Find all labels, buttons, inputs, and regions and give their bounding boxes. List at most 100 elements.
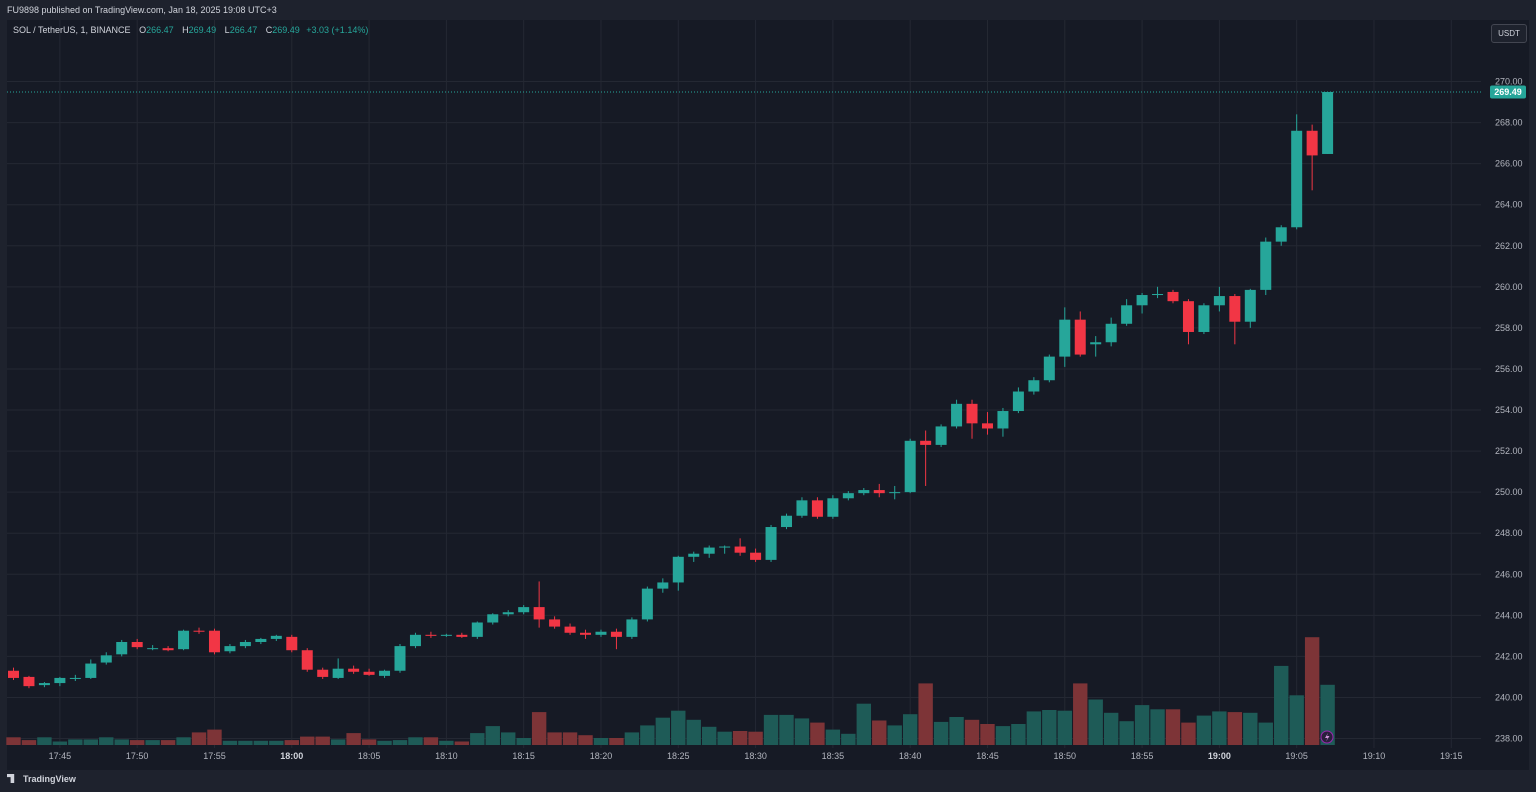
candle-body [1213,296,1225,306]
volume-bar [810,722,825,745]
symbol-label[interactable]: SOL / TetherUS, 1, BINANCE [13,25,131,35]
candle-body [1152,293,1164,296]
candle-body [688,553,700,557]
candle-body [162,648,174,651]
tradingview-logo-icon [7,774,15,783]
volume-bar [1212,711,1227,745]
candle-body [178,630,190,650]
volume-bar [346,733,361,745]
volume-bar [1274,665,1289,745]
grid [7,20,1481,748]
time-axis[interactable]: 17:45 17:50 17:55 18:00 18:05 18:10 18:15 18:20… [49,751,1463,761]
candle-body [1182,301,1194,332]
top-bar [0,0,1536,20]
volume-bar [1150,709,1165,745]
close-key: C [265,25,273,35]
volume-bars [6,637,1335,745]
change-value: +3.03 (+1.14%) [306,25,369,35]
low-value: 266.47 [229,25,258,35]
y-tick-label: 240.00 [1495,692,1523,702]
candle-body [1121,305,1133,324]
volume-bar [995,726,1011,745]
volume-bar [1227,712,1243,745]
volume-bar [37,737,52,745]
tradingview-brand: TradingView [23,774,76,784]
candle-body [580,632,592,635]
volume-bar [902,714,918,745]
candle-body [595,631,607,635]
high-key: H [182,25,189,35]
volume-bar [933,721,949,745]
candle-body [1291,130,1303,228]
x-tick-label: 19:15 [1440,751,1463,761]
volume-bar [562,732,578,745]
candle-body [1198,305,1210,332]
candle-body [69,677,81,679]
candle-body [1043,356,1055,381]
candle-body [765,527,777,560]
candle-body [301,650,313,670]
volume-bar [99,737,114,745]
y-tick-label: 264.00 [1495,200,1523,210]
x-tick-label: 18:15 [512,751,535,761]
volume-bar [1103,712,1119,745]
volume-bar [83,739,98,745]
volume-bar [624,732,640,745]
volume-bar [1088,699,1103,745]
volume-bar [531,712,547,745]
candle-body [966,403,978,424]
candle-body [610,631,622,637]
volume-bar [501,732,516,745]
candle-body [889,492,901,494]
candle-body [997,411,1009,429]
candle-body [471,622,483,637]
high-value: 269.49 [188,25,217,35]
y-tick-label: 266.00 [1495,159,1523,169]
candle-body [1275,227,1287,242]
candle-body [270,635,282,639]
close-value: 269.49 [272,25,300,35]
y-tick-label: 244.00 [1495,610,1523,620]
x-tick-label: 18:00 [280,751,303,761]
candle-body [255,638,267,643]
volume-bar [1134,705,1150,745]
volume-bar [872,720,887,745]
candle-body [827,498,839,517]
candle-body [208,630,220,653]
volume-bar [841,733,856,745]
candle-body [796,500,808,516]
tradingview-logo[interactable]: TradingView [7,774,76,784]
volume-bar [1243,712,1258,745]
volume-bar [191,732,207,745]
volume-bar [980,724,995,745]
price-axis[interactable]: 270.00 268.00 266.00 264.00 262.00 260.00 258.… [1495,77,1523,744]
volume-bar [222,740,238,745]
volume-bar [129,740,145,745]
volume-bar [21,740,37,745]
x-tick-label: 17:50 [126,751,149,761]
chart-pane[interactable] [7,20,1529,770]
low-key: L [224,25,230,35]
candle-body [842,493,854,499]
volume-bar [1304,637,1320,745]
y-tick-label: 246.00 [1495,569,1523,579]
candle-body [116,642,128,655]
volume-bar [300,736,315,745]
candle-body [332,668,344,678]
volume-bar [269,740,284,745]
x-tick-label: 18:10 [435,751,458,761]
x-tick-label: 17:45 [49,751,72,761]
y-tick-label: 248.00 [1495,528,1523,538]
volume-bar [145,740,160,745]
x-tick-label: 18:05 [358,751,381,761]
volume-bar [207,729,222,745]
candle-body [1012,391,1024,412]
volume-bar [671,710,686,745]
currency-button[interactable]: USDT [1491,24,1527,43]
y-tick-label: 258.00 [1495,323,1523,333]
candle-body [394,646,406,671]
candle-body [719,546,731,548]
alert-bolt-icon[interactable] [1320,730,1334,744]
volume-bar [315,736,330,745]
